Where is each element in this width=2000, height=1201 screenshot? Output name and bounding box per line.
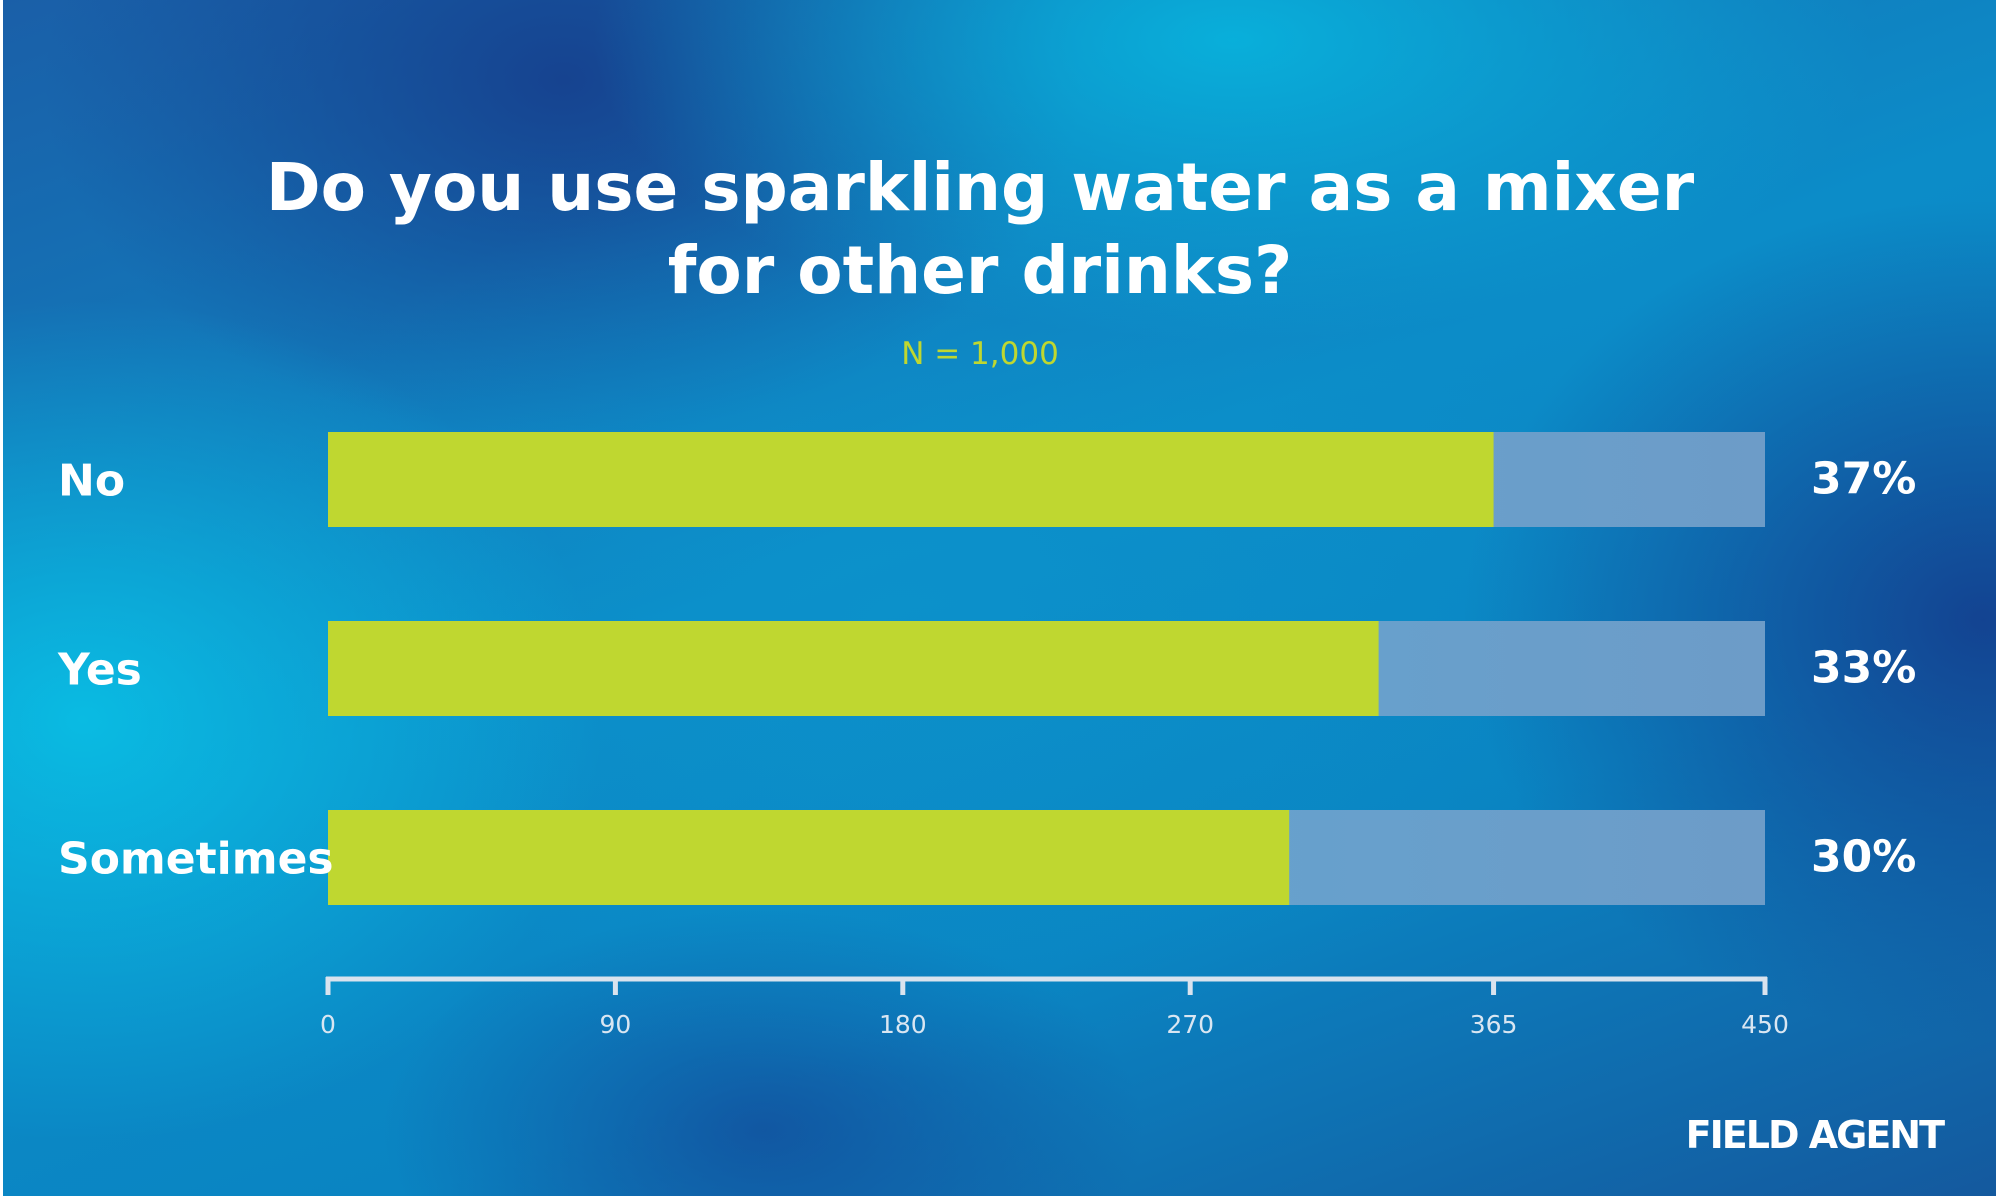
x-tick-label-270: 270 xyxy=(1166,1010,1214,1039)
value-label-yes: 33% xyxy=(1811,643,1916,694)
field-agent-logo-text: FIELD AGENT xyxy=(1686,1113,1945,1157)
category-label-sometimes: Sometimes xyxy=(58,834,334,885)
chart-background-panel: Do you use sparkling water as a mixer fo… xyxy=(3,0,1996,1196)
bar-sometimes xyxy=(328,810,1290,905)
chart-title-line-2: for other drinks? xyxy=(668,232,1293,309)
sample-size-subtitle: N = 1,000 xyxy=(901,336,1059,372)
x-tick-label-365: 365 xyxy=(1470,1010,1518,1039)
field-agent-logo: FIELD AGENT xyxy=(1686,1113,1947,1157)
x-axis: 0 90 180 270 365 450 xyxy=(320,976,1789,1039)
category-label-no: No xyxy=(58,456,125,507)
x-tick-label-180: 180 xyxy=(879,1010,927,1039)
bar-chart: Do you use sparkling water as a mixer fo… xyxy=(57,149,1947,1157)
x-tick-label-450: 450 xyxy=(1741,1010,1789,1039)
value-label-sometimes: 30% xyxy=(1811,832,1916,883)
value-label-no: 37% xyxy=(1811,454,1916,505)
bars-layer: No 37% Yes 33% Sometimes 30% xyxy=(57,432,1916,905)
chart-title-line-1: Do you use sparkling water as a mixer xyxy=(266,149,1695,226)
bar-yes xyxy=(328,621,1379,716)
category-label-yes: Yes xyxy=(57,645,142,696)
x-tick-label-90: 90 xyxy=(599,1010,631,1039)
bar-no xyxy=(328,432,1494,527)
x-tick-label-0: 0 xyxy=(320,1010,336,1039)
chart-title: Do you use sparkling water as a mixer fo… xyxy=(266,149,1695,309)
